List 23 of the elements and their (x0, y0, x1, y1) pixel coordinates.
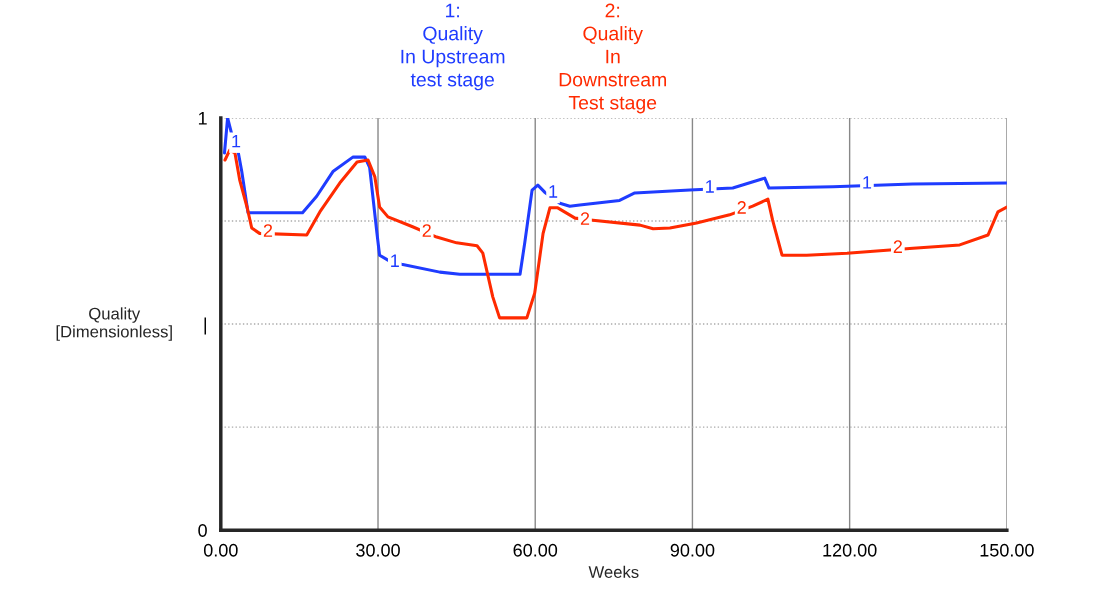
annotation: 2 (422, 224, 431, 237)
y-axis-title: Quality [Dimensionless] (56, 307, 172, 341)
y-tick-label: 0 (198, 524, 207, 537)
x-tick-label: 30.00 (356, 543, 400, 557)
x-tick-label: 120.00 (823, 543, 877, 557)
x-tick-label: 90.00 (670, 543, 715, 557)
y-tick-label: | (204, 317, 206, 335)
annotation: 1 (232, 134, 241, 148)
y-tick-label: 1 (198, 112, 207, 125)
x-axis-title: Weeks (588, 565, 639, 578)
text: 2: Quality In Downstream Test stage (559, 3, 667, 114)
annotation: 2 (737, 201, 746, 214)
annotation: 1 (706, 180, 714, 193)
annotation: 1 (863, 176, 872, 189)
annotation: 1 (549, 185, 558, 198)
annotation: 2 (893, 240, 902, 253)
x-tick-label: 60.00 (513, 543, 558, 557)
annotation: 2 (263, 224, 273, 237)
annotation: 1 (391, 254, 399, 267)
annotation: 2 (580, 212, 590, 225)
x-tick-label: 150.00 (980, 543, 1034, 557)
text: 1: Quality In Upstream test stage (401, 3, 505, 91)
x-tick-label: 0.00 (203, 543, 238, 557)
